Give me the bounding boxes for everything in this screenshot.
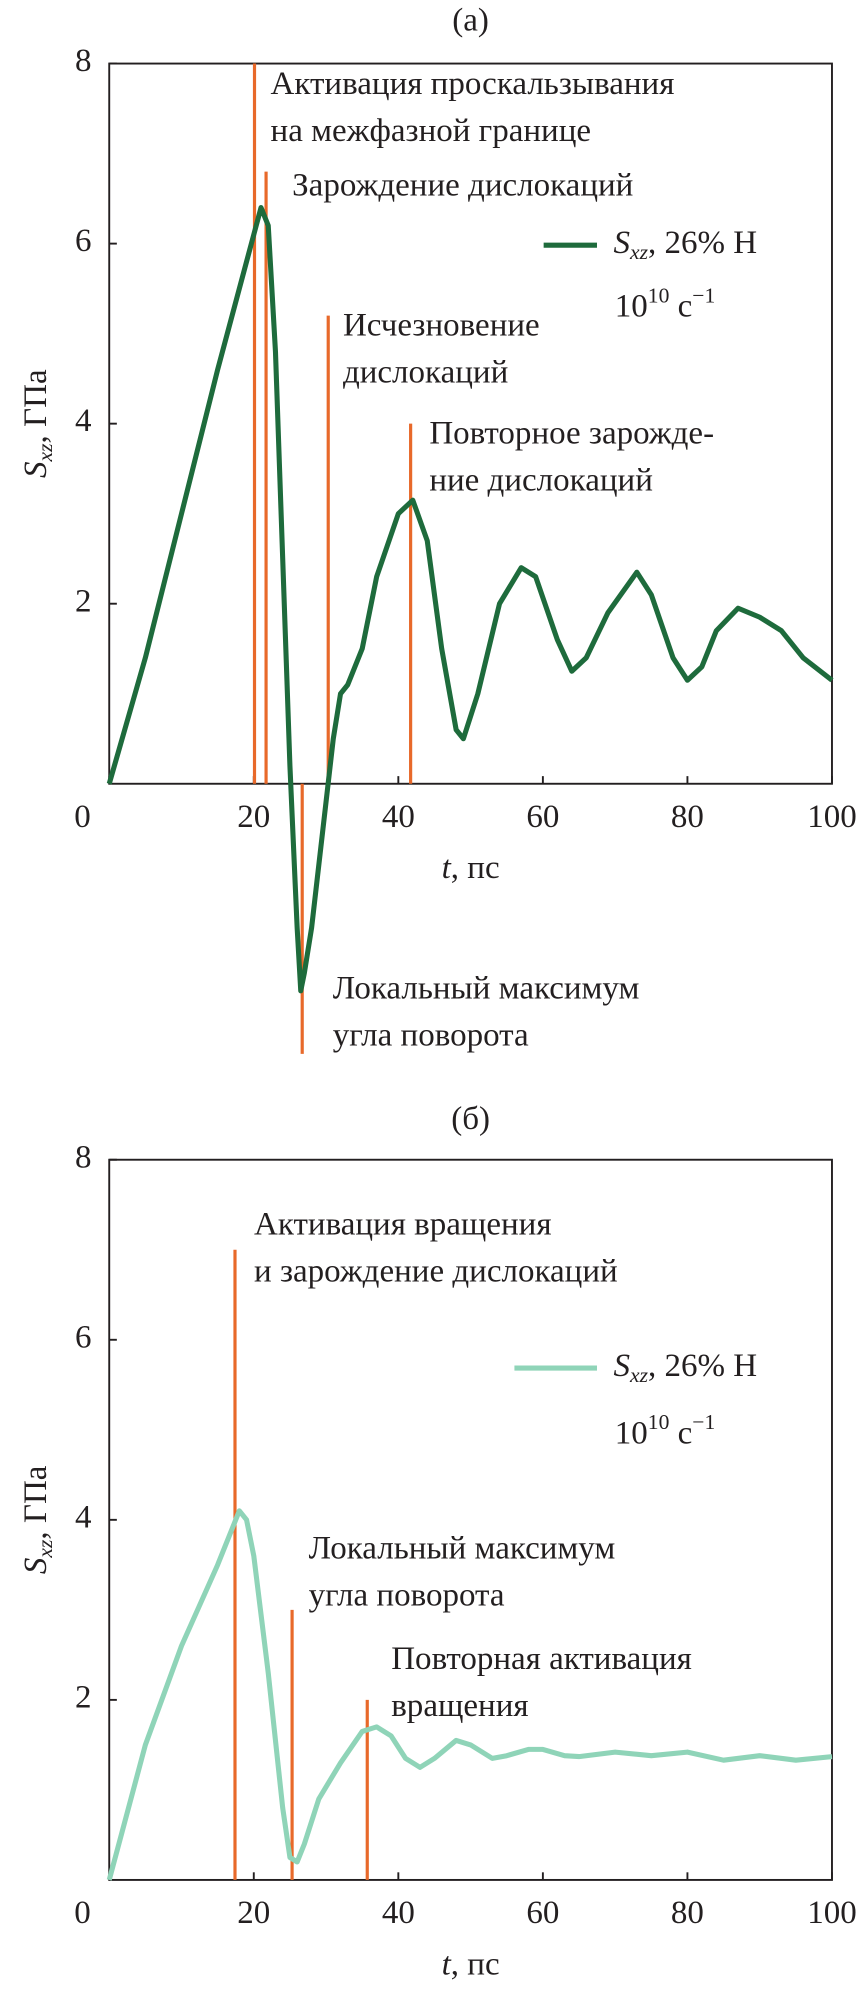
y-tick-label: 8 <box>75 43 92 79</box>
x-tick-label: 100 <box>807 1895 857 1931</box>
note-unit-exp: −1 <box>692 1410 715 1434</box>
x-axis-label: t, пс <box>442 850 500 886</box>
annotation: угла поворота <box>333 1017 529 1053</box>
note-base: 10 <box>615 288 648 324</box>
annotation: вращения <box>391 1688 528 1724</box>
annotation: угла поворота <box>309 1578 505 1614</box>
annotation: Повторная активация <box>391 1641 692 1677</box>
y-label-symbol: S <box>18 461 54 478</box>
annotation: Исчезновение <box>343 307 540 343</box>
y-label-symbol: S <box>18 1558 54 1575</box>
note-unit: c <box>669 1415 692 1451</box>
y-axis-label: Sxz, ГПа <box>18 369 57 478</box>
x-tick-label: 80 <box>671 799 704 835</box>
y-tick-label: 8 <box>75 1139 92 1175</box>
data-line <box>106 205 834 994</box>
annotation: дислокаций <box>343 354 508 390</box>
x-tick-label: 40 <box>382 799 415 835</box>
x-label-text: , пс <box>451 850 500 886</box>
legend-label: Sxz, 26% H <box>614 225 758 264</box>
note-exp: 10 <box>648 1410 670 1434</box>
y-label-text: , ГПа <box>18 369 54 443</box>
x-label-text: , пс <box>451 1946 500 1982</box>
annotation: и зарождение дислокаций <box>254 1254 618 1290</box>
x-tick-label: 0 <box>74 1895 91 1931</box>
legend-note: 1010 c−1 <box>615 1410 715 1451</box>
legend-note: 1010 c−1 <box>615 283 715 324</box>
x-tick-label: 20 <box>237 799 270 835</box>
legend-symbol: S <box>614 225 631 261</box>
y-tick-label: 6 <box>75 1319 92 1355</box>
note-unit: c <box>669 288 692 324</box>
note-exp: 10 <box>648 283 670 307</box>
y-label-subscript: xz <box>33 443 57 463</box>
annotation: ние дислокаций <box>429 462 653 498</box>
annotation: Активация вращения <box>254 1207 551 1243</box>
legend-subscript: xz <box>629 1363 649 1387</box>
x-axis-label: t, пс <box>442 1946 500 1982</box>
note-unit-exp: −1 <box>692 283 715 307</box>
y-tick-label: 2 <box>75 583 92 619</box>
y-label-text: , ГПа <box>18 1465 54 1539</box>
y-tick-label: 4 <box>75 403 92 439</box>
x-tick-label: 40 <box>382 1895 415 1931</box>
legend-text: , 26% H <box>648 225 757 261</box>
data-line <box>106 1508 833 1881</box>
y-tick-label: 4 <box>75 1499 92 1535</box>
x-tick-label: 20 <box>237 1895 270 1931</box>
chart-title: (б) <box>451 1101 490 1137</box>
note-base: 10 <box>615 1415 648 1451</box>
annotation: Локальный максимум <box>333 970 640 1006</box>
annotation: Локальный максимум <box>309 1531 616 1567</box>
annotation: на межфазной границе <box>271 113 591 149</box>
y-tick-label: 2 <box>75 1679 92 1715</box>
legend-label: Sxz, 26% H <box>614 1348 758 1387</box>
x-tick-label: 80 <box>671 1895 704 1931</box>
x-tick-label: 60 <box>526 1895 559 1931</box>
annotation: Зарождение дислокаций <box>292 168 633 204</box>
annotation: Повторное зарожде- <box>429 415 714 451</box>
y-label-subscript: xz <box>33 1539 57 1559</box>
chart-title: (a) <box>452 2 489 38</box>
legend-symbol: S <box>614 1348 631 1384</box>
x-tick-label: 100 <box>807 799 857 835</box>
legend-text: , 26% H <box>648 1348 757 1384</box>
annotation: Активация проскальзывания <box>271 66 675 102</box>
legend-subscript: xz <box>629 240 649 264</box>
y-tick-label: 6 <box>75 223 92 259</box>
x-tick-label: 0 <box>74 799 91 835</box>
y-axis-label: Sxz, ГПа <box>18 1465 57 1574</box>
x-tick-label: 60 <box>526 799 559 835</box>
x-label-symbol: t <box>442 1946 452 1982</box>
x-label-symbol: t <box>442 850 452 886</box>
